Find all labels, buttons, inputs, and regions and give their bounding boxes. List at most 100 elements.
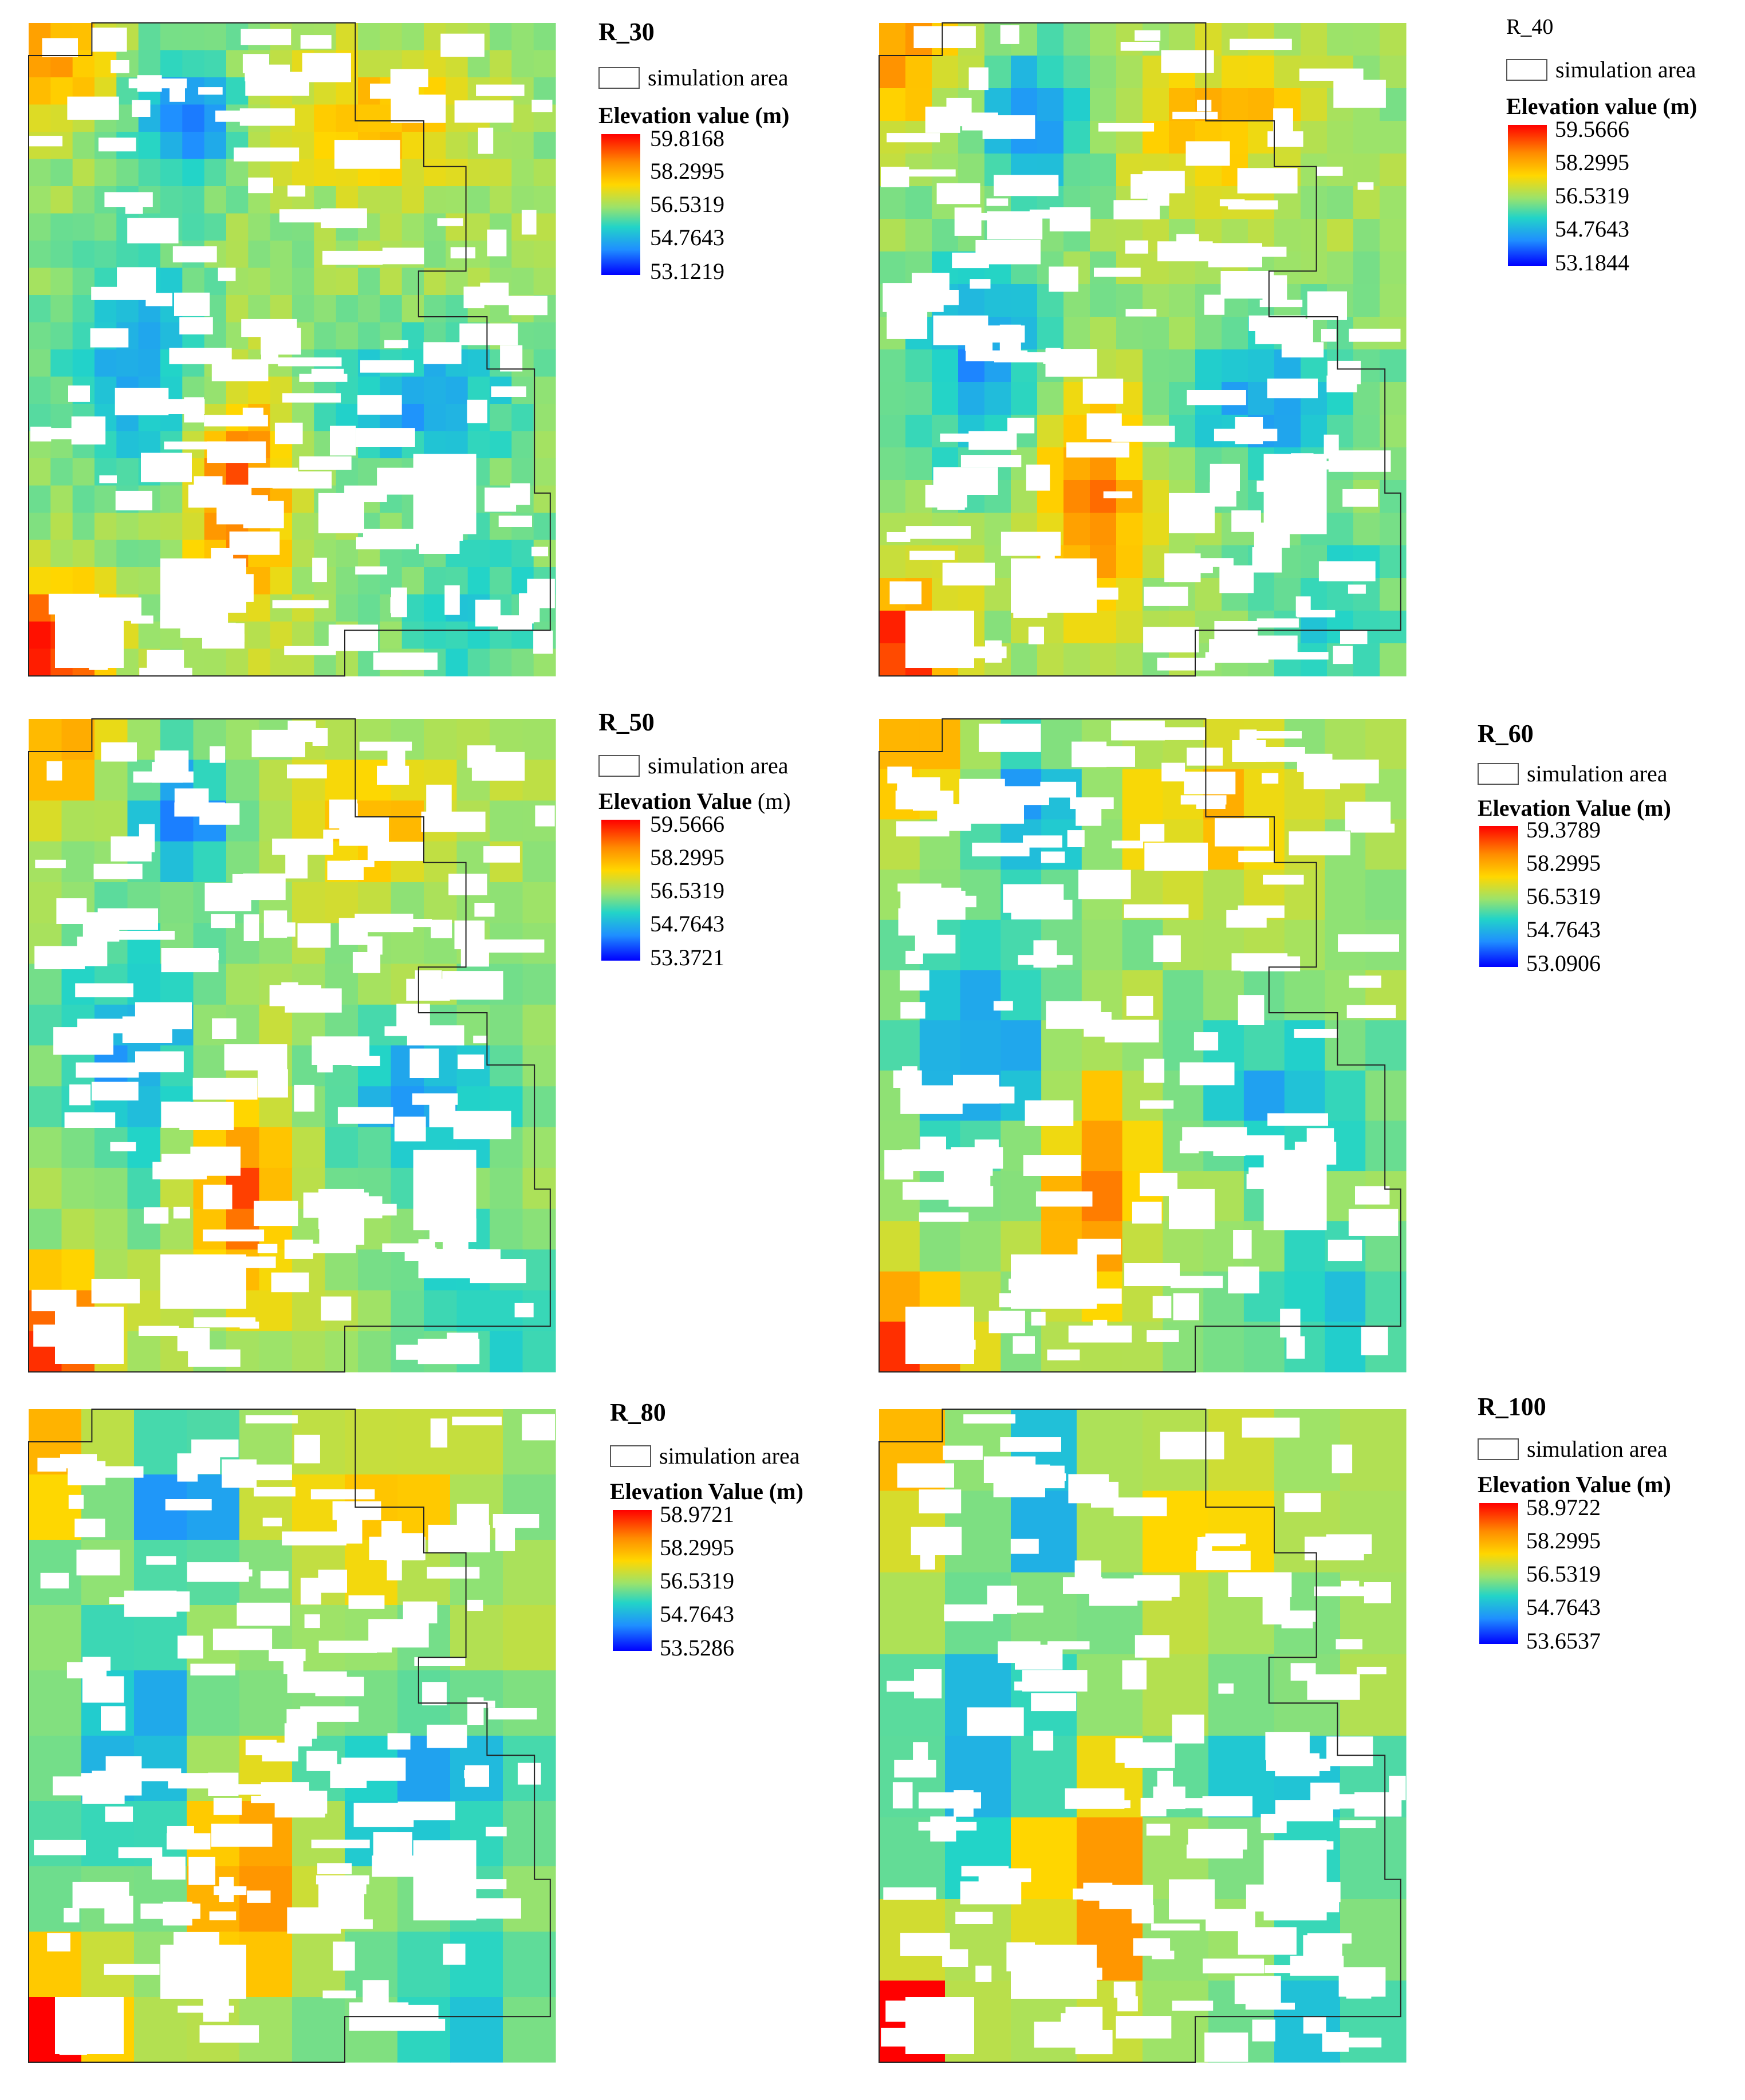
building [1170,1276,1223,1288]
building [983,1456,1036,1483]
building [260,1571,289,1588]
raster-cell [1380,284,1407,317]
raster-cell [61,1127,95,1169]
legend-min-value: 53.6537 [1526,1628,1601,1654]
raster-cell [325,719,359,760]
building [294,1084,315,1112]
building [76,1550,120,1576]
building [954,207,982,236]
raster-cell [94,241,117,269]
raster-cell [1301,88,1328,121]
building [1265,1732,1310,1760]
elevation-map [28,1409,556,2063]
raster-cell [490,1167,523,1209]
raster-cell [1243,1070,1285,1122]
raster-cell [1143,349,1169,383]
raster-cell [490,159,512,187]
building [110,1142,136,1151]
building [900,1085,963,1114]
legend-min-value: 53.1844 [1555,250,1629,276]
building [191,1439,239,1458]
raster-cell [919,719,961,770]
building [954,1790,974,1817]
raster-cell [1380,382,1407,415]
building [297,923,331,948]
building [887,532,911,542]
building [1342,489,1378,507]
raster-cell [1063,88,1090,121]
raster-cell [1011,643,1038,677]
panel-r50: R_50 simulation area Elevation Value (m)… [23,707,882,1392]
raster-cell [1208,1654,1275,1736]
building [215,634,245,642]
raster-cell [1301,251,1328,285]
elevation-map [879,718,1407,1373]
raster-cell [1327,186,1354,219]
building [900,887,962,911]
building [1103,491,1133,498]
raster-cell [1340,1817,1407,1900]
building [495,1527,515,1551]
raster-cell [1248,56,1275,89]
building [82,1676,124,1703]
raster-cell [1301,186,1328,219]
raster-cell [446,648,468,677]
raster-cell [1163,1322,1204,1373]
raster-cell [1090,284,1117,317]
raster-cell [533,485,556,513]
raster-cell [204,376,227,404]
raster-cell [1325,870,1366,921]
building [1203,1959,1265,1973]
raster-cell [204,186,227,214]
raster-cell [960,1221,1001,1272]
raster-cell [1169,317,1196,350]
raster-cell [401,376,424,404]
building [1327,2038,1382,2048]
building [1336,1639,1362,1650]
raster-cell [533,241,556,269]
building [1262,773,1279,784]
building [429,1100,456,1127]
elevation-title-main: Elevation value (m) [1506,93,1697,119]
building [109,1597,139,1605]
building [160,1254,246,1309]
elevation-legend-title: Elevation Value (m) [610,1478,803,1505]
building [282,1531,346,1545]
building [69,1084,91,1106]
raster-cell [182,268,205,296]
raster-cell [879,611,906,644]
building [887,133,940,143]
building [1176,234,1199,243]
building [1131,1905,1154,1924]
building [64,1112,116,1128]
building [245,1740,277,1756]
building-footprints [34,1414,555,2055]
raster-cell [336,594,359,622]
raster-cell [533,213,556,241]
raster-cell [1081,919,1123,971]
raster-cell [446,622,468,650]
raster-cell [1143,480,1169,513]
raster-cell [1116,88,1143,121]
building [1348,584,1366,594]
building [1120,42,1160,51]
legend-value-2: 58.2995 [1526,850,1601,876]
raster-cell [424,295,446,323]
raster-cell [1143,88,1169,121]
raster-cell [193,1209,227,1250]
raster-cell [94,213,117,241]
raster-cell [325,760,359,801]
raster-cell [292,159,314,187]
building [1041,851,1065,863]
building [467,1599,483,1611]
raster-cell [1284,1070,1326,1122]
raster-cell [160,882,194,923]
building [943,1445,983,1460]
raster-cell [325,882,359,923]
building [1230,38,1292,50]
raster-cell [380,213,403,241]
building [960,1881,1022,1905]
building [329,209,358,218]
building [1263,875,1304,885]
building [262,1517,282,1527]
